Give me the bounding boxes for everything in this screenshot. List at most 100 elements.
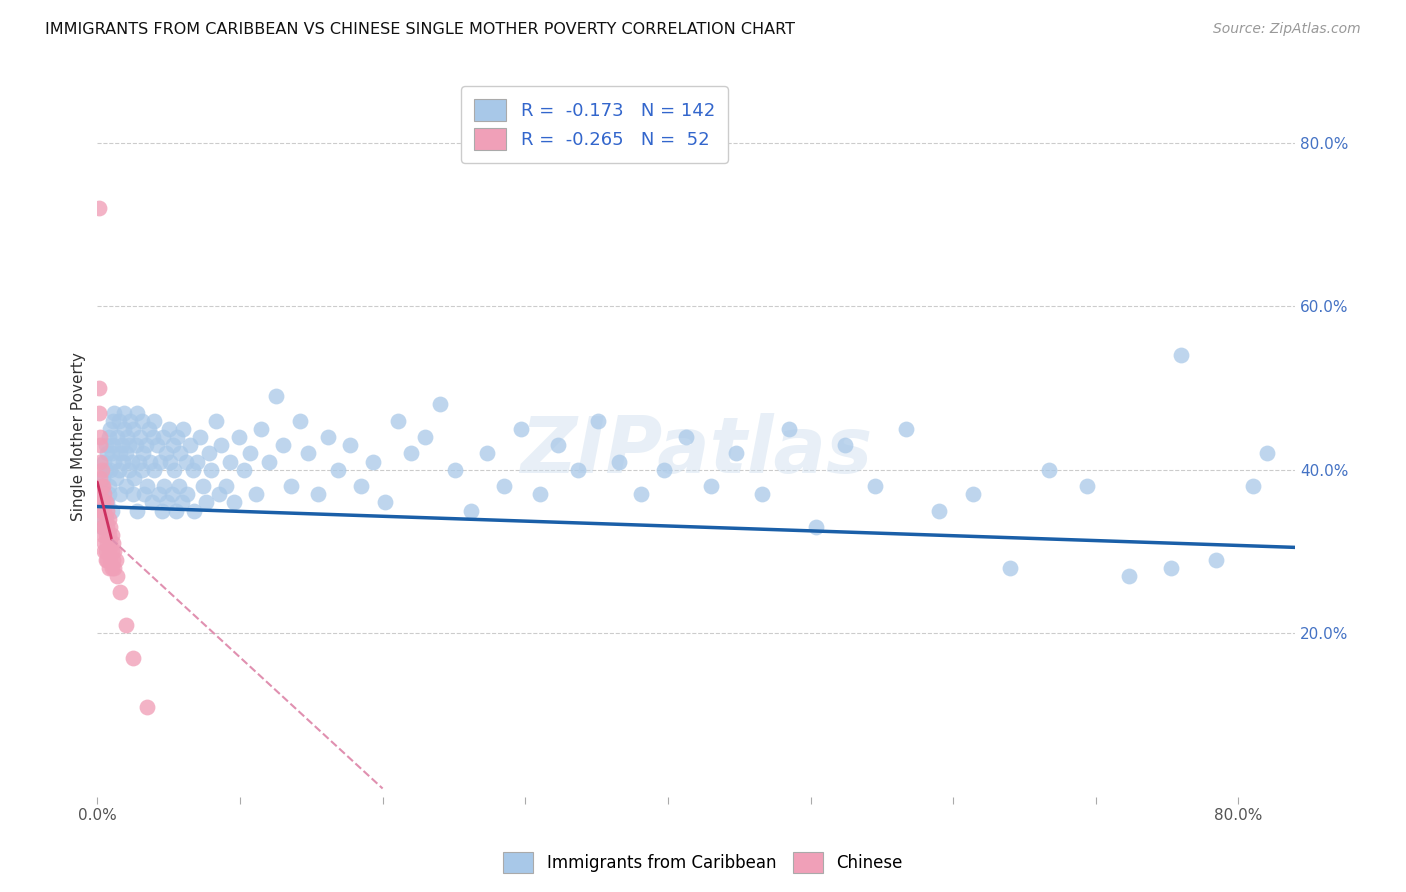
Point bbox=[129, 430, 152, 444]
Point bbox=[143, 463, 166, 477]
Point bbox=[652, 463, 675, 477]
Point bbox=[131, 414, 153, 428]
Point bbox=[98, 422, 121, 436]
Point bbox=[114, 405, 136, 419]
Point bbox=[96, 536, 118, 550]
Point bbox=[118, 438, 141, 452]
Point bbox=[118, 463, 141, 477]
Point bbox=[93, 503, 115, 517]
Point bbox=[751, 487, 773, 501]
Point bbox=[94, 552, 117, 566]
Point bbox=[101, 438, 124, 452]
Point bbox=[191, 479, 214, 493]
Point bbox=[115, 618, 138, 632]
Point bbox=[93, 536, 115, 550]
Point bbox=[1205, 552, 1227, 566]
Point bbox=[91, 503, 114, 517]
Text: ZIPatlas: ZIPatlas bbox=[520, 413, 873, 490]
Point bbox=[215, 479, 238, 493]
Point bbox=[93, 544, 115, 558]
Point bbox=[91, 495, 114, 509]
Point bbox=[149, 454, 172, 468]
Point bbox=[104, 552, 127, 566]
Point bbox=[160, 487, 183, 501]
Point bbox=[725, 446, 748, 460]
Point bbox=[288, 414, 311, 428]
Point bbox=[100, 544, 122, 558]
Point bbox=[387, 414, 409, 428]
Point bbox=[197, 446, 219, 460]
Point bbox=[1118, 569, 1140, 583]
Point bbox=[90, 503, 112, 517]
Point bbox=[150, 503, 173, 517]
Point bbox=[928, 503, 950, 517]
Point bbox=[105, 569, 128, 583]
Point bbox=[894, 422, 917, 436]
Point bbox=[108, 487, 131, 501]
Point bbox=[97, 528, 120, 542]
Point bbox=[103, 454, 125, 468]
Point bbox=[142, 430, 165, 444]
Point bbox=[91, 503, 114, 517]
Point bbox=[245, 487, 267, 501]
Point bbox=[529, 487, 551, 501]
Point bbox=[510, 422, 533, 436]
Point bbox=[97, 479, 120, 493]
Point bbox=[105, 430, 128, 444]
Point bbox=[257, 454, 280, 468]
Point bbox=[132, 446, 155, 460]
Point bbox=[374, 495, 396, 509]
Point bbox=[146, 438, 169, 452]
Point bbox=[90, 479, 112, 493]
Point bbox=[444, 463, 467, 477]
Point bbox=[181, 463, 204, 477]
Point bbox=[91, 471, 114, 485]
Point bbox=[90, 495, 112, 509]
Point bbox=[94, 544, 117, 558]
Point bbox=[172, 422, 194, 436]
Point bbox=[91, 479, 114, 493]
Point bbox=[415, 430, 437, 444]
Point bbox=[122, 487, 145, 501]
Point bbox=[1241, 479, 1264, 493]
Point bbox=[475, 446, 498, 460]
Point bbox=[675, 430, 697, 444]
Point bbox=[107, 414, 129, 428]
Legend: R =  -0.173   N = 142, R =  -0.265   N =  52: R = -0.173 N = 142, R = -0.265 N = 52 bbox=[461, 87, 728, 163]
Point bbox=[98, 552, 121, 566]
Point bbox=[1160, 561, 1182, 575]
Point bbox=[280, 479, 302, 493]
Point bbox=[128, 454, 150, 468]
Point bbox=[863, 479, 886, 493]
Text: Source: ZipAtlas.com: Source: ZipAtlas.com bbox=[1213, 22, 1361, 37]
Point bbox=[98, 536, 121, 550]
Point bbox=[115, 479, 138, 493]
Point bbox=[630, 487, 652, 501]
Point bbox=[152, 430, 174, 444]
Point bbox=[186, 454, 208, 468]
Point bbox=[89, 454, 111, 468]
Point bbox=[110, 438, 132, 452]
Point bbox=[586, 414, 609, 428]
Point bbox=[135, 438, 157, 452]
Point bbox=[103, 561, 125, 575]
Point bbox=[100, 446, 122, 460]
Point bbox=[141, 495, 163, 509]
Point bbox=[93, 454, 115, 468]
Point bbox=[271, 438, 294, 452]
Point bbox=[94, 528, 117, 542]
Point bbox=[94, 495, 117, 509]
Point bbox=[115, 446, 138, 460]
Point bbox=[138, 422, 160, 436]
Point bbox=[233, 463, 256, 477]
Point bbox=[547, 438, 569, 452]
Point bbox=[264, 389, 287, 403]
Point bbox=[90, 512, 112, 526]
Point bbox=[107, 463, 129, 477]
Point bbox=[97, 561, 120, 575]
Point bbox=[117, 430, 139, 444]
Point bbox=[101, 552, 124, 566]
Point bbox=[567, 463, 589, 477]
Point bbox=[90, 520, 112, 534]
Point bbox=[87, 405, 110, 419]
